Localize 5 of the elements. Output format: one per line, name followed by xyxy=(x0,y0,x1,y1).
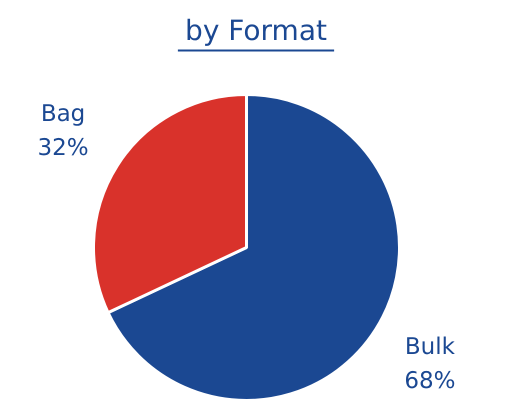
data-label: 68% xyxy=(404,368,456,394)
slice-label: Bulk xyxy=(404,334,456,360)
slice-label: Bag xyxy=(40,101,86,128)
data-label: 32% xyxy=(38,134,89,161)
chart-title: by Format xyxy=(185,14,327,47)
